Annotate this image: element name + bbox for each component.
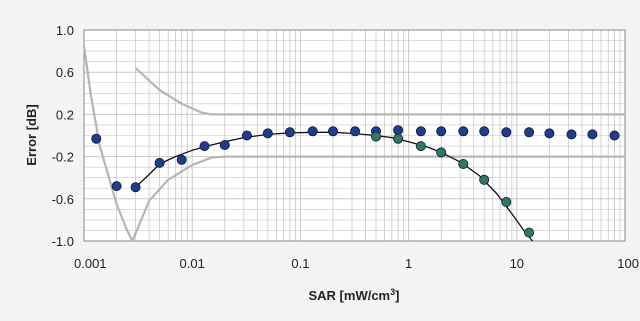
data-point	[350, 126, 361, 137]
data-point	[154, 157, 165, 168]
y-tick-label: 0.2	[56, 107, 74, 122]
data-point	[609, 130, 620, 141]
data-point	[111, 181, 122, 192]
x-axis-title: SAR [mW/cm3]	[309, 287, 400, 303]
data-point	[566, 129, 577, 140]
limit-line	[131, 155, 625, 242]
data-point	[458, 158, 469, 169]
limit-line	[134, 67, 625, 116]
y-tick-label: -0.6	[52, 192, 74, 207]
plot-border	[83, 29, 626, 242]
data-point	[501, 127, 512, 138]
data-point	[241, 130, 252, 141]
limit-line	[82, 45, 134, 242]
data-point	[370, 131, 381, 142]
data-point	[327, 126, 338, 137]
data-point	[415, 141, 426, 152]
y-tick-label: 0.6	[56, 65, 74, 80]
data-point	[501, 196, 512, 207]
data-point	[458, 126, 469, 137]
data-point	[479, 174, 490, 185]
y-tick-labels: 1.0 0.6 0.2 -0.2 -0.6 -1.0	[52, 23, 74, 249]
x-tick-label: 0.1	[291, 256, 309, 271]
data-point	[262, 128, 273, 139]
x-tick-label: 0.01	[180, 256, 205, 271]
data-point	[284, 127, 295, 138]
data-points	[91, 125, 620, 238]
data-point	[479, 126, 490, 137]
data-point	[176, 154, 187, 165]
data-point	[415, 126, 426, 137]
data-point	[219, 139, 230, 150]
y-tick-label: 1.0	[56, 23, 74, 38]
data-point	[393, 133, 404, 144]
x-tick-label: 1	[405, 256, 412, 271]
data-point	[436, 147, 447, 158]
y-tick-label: -1.0	[52, 234, 74, 249]
data-point	[544, 128, 555, 139]
data-point	[436, 126, 447, 137]
y-tick-label: -0.2	[52, 150, 74, 165]
data-point	[130, 182, 141, 193]
data-point	[524, 227, 535, 238]
data-point	[91, 133, 102, 144]
data-point	[199, 141, 210, 152]
y-axis-title: Error [dB]	[24, 104, 39, 165]
x-tick-label: 0.001	[74, 256, 107, 271]
x-tick-labels: 0.001 0.01 0.1 1 10 100	[74, 256, 639, 271]
data-point	[393, 125, 404, 136]
x-tick-label: 100	[617, 256, 639, 271]
data-point	[587, 129, 598, 140]
data-point	[307, 126, 318, 137]
limit-lines	[82, 45, 625, 242]
x-tick-label: 10	[510, 256, 524, 271]
data-point	[524, 127, 535, 138]
